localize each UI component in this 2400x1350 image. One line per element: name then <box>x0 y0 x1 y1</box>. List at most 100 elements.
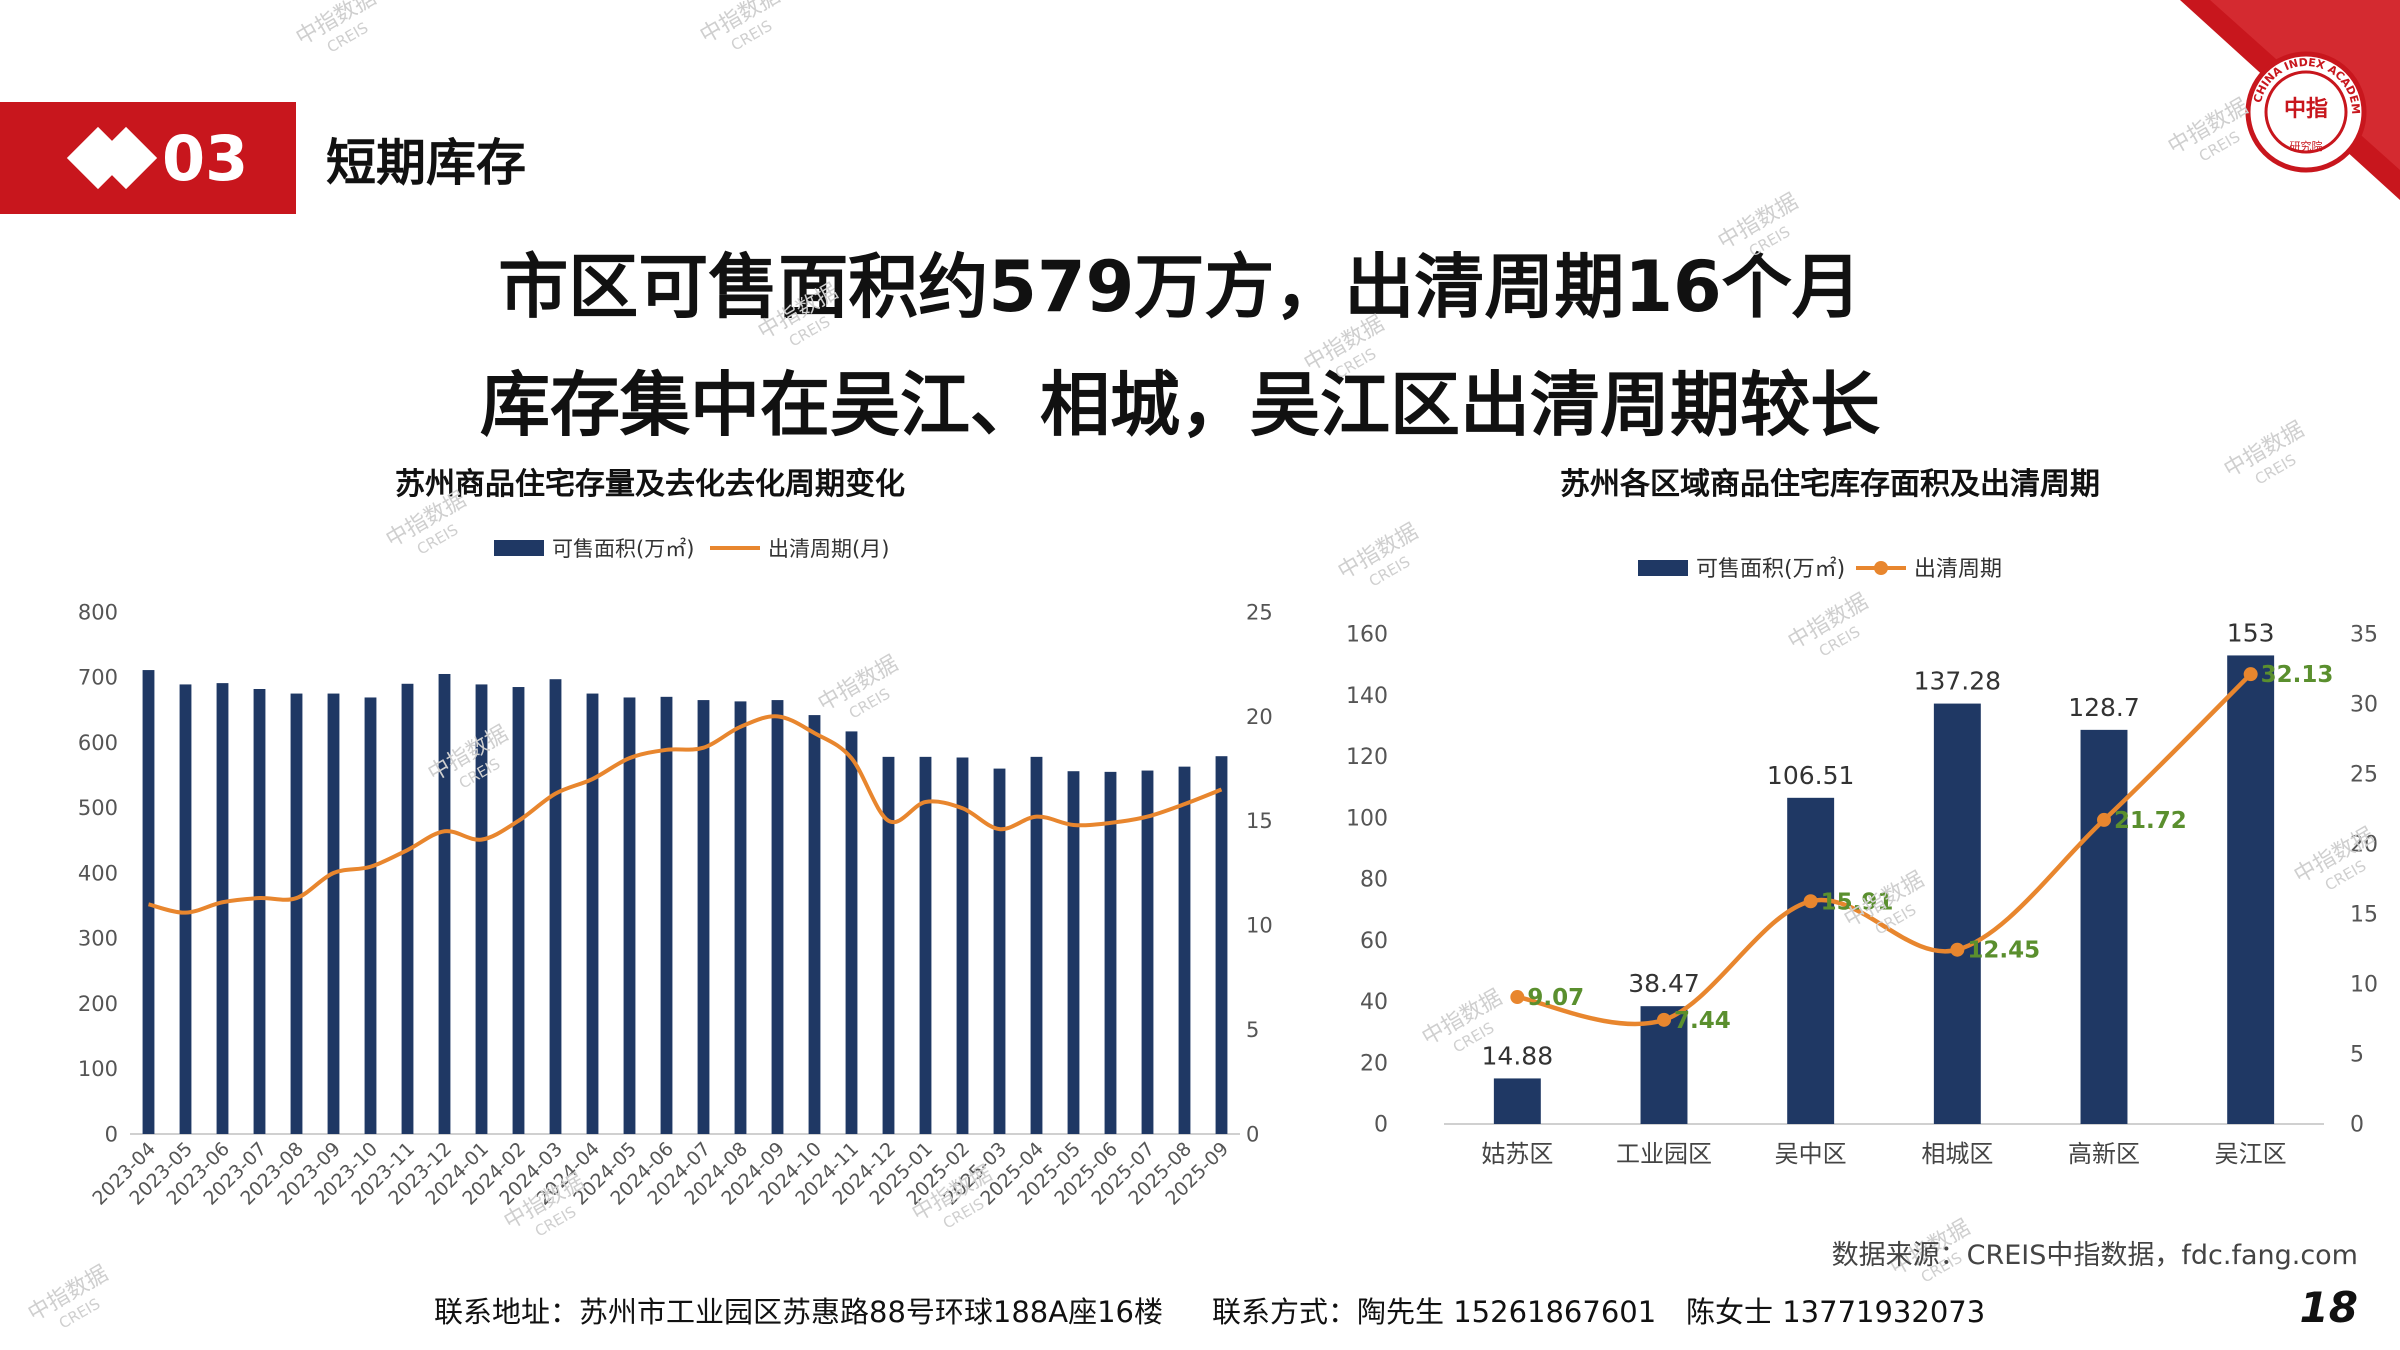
y-right-tick-label: 25 <box>1246 600 1273 624</box>
bar <box>1787 797 1835 1124</box>
y-right-tick-label: 10 <box>2350 973 2378 998</box>
headline-2: 库存集中在吴江、相城，吴江区出清周期较长 <box>480 364 1880 446</box>
line-data-label: 12.45 <box>1967 938 2040 964</box>
bar <box>142 670 155 1134</box>
y-right-tick-label: 35 <box>2350 623 2378 648</box>
y-left-tick-label: 700 <box>78 666 118 690</box>
bar <box>327 693 340 1134</box>
watermark: 中指数据 CREIS <box>291 0 381 57</box>
bar <box>623 697 636 1134</box>
data-source: 数据来源：CREIS中指数据，fdc.fang.com <box>1831 1240 2358 1271</box>
y-left-tick-label: 140 <box>1346 684 1388 709</box>
y-left-tick-label: 200 <box>78 992 118 1016</box>
bar <box>1178 766 1191 1134</box>
y-right-tick-label: 5 <box>1246 1018 1259 1042</box>
bar <box>771 700 784 1134</box>
y-left-tick-label: 100 <box>78 1057 118 1081</box>
bar <box>1067 771 1080 1134</box>
legend-marker <box>1874 561 1888 575</box>
bar <box>512 687 525 1134</box>
bar <box>845 731 858 1134</box>
y-right-tick-label: 0 <box>2350 1113 2364 1138</box>
bar <box>586 693 599 1134</box>
line-data-label: 32.13 <box>2261 662 2334 688</box>
y-left-tick-label: 40 <box>1360 990 1388 1015</box>
bar-data-label: 153 <box>2227 618 2275 647</box>
line-data-label: 15.91 <box>1821 889 1894 915</box>
logo-bottom-text: 研究院 <box>2290 139 2323 153</box>
bar <box>475 684 488 1134</box>
legend-label-bar: 可售面积(万㎡) <box>552 537 694 561</box>
bar <box>290 693 303 1134</box>
bar <box>438 673 451 1134</box>
legend-label-line: 出清周期 <box>1914 557 2002 582</box>
bar-data-label: 38.47 <box>1628 969 1700 998</box>
bar <box>1493 1078 1541 1124</box>
y-left-tick-label: 400 <box>78 861 118 885</box>
logo-center-text: 中指 <box>2284 97 2328 122</box>
left-chart-title: 苏州商品住宅存量及去化去化周期变化 <box>395 467 905 502</box>
y-left-tick-label: 600 <box>78 731 118 755</box>
bar <box>549 679 562 1134</box>
footer-address: 联系地址：苏州市工业园区苏惠路88号环球188A座16楼 <box>434 1295 1163 1329</box>
y-left-tick-label: 0 <box>105 1122 118 1146</box>
bar <box>364 697 377 1134</box>
x-tick-label: 姑苏区 <box>1481 1140 1553 1168</box>
bar-data-label: 128.7 <box>2068 693 2140 722</box>
line-marker <box>1950 942 1965 957</box>
bar <box>253 688 266 1134</box>
y-left-tick-label: 80 <box>1360 868 1388 893</box>
left-combo-chart: 010020030040050060070080005101520252023-… <box>78 537 1273 1210</box>
y-left-tick-label: 160 <box>1346 623 1388 648</box>
headline-1: 市区可售面积约579万方，出清周期16个月 <box>498 246 1862 328</box>
x-tick-label: 吴江区 <box>2215 1140 2287 1168</box>
line-marker <box>2097 812 2111 827</box>
y-right-tick-label: 30 <box>2350 693 2378 718</box>
bar <box>919 756 932 1134</box>
y-left-tick-label: 300 <box>78 927 118 951</box>
line-marker <box>1803 894 1818 909</box>
line-marker <box>1657 1012 1671 1027</box>
bar <box>808 715 821 1134</box>
y-left-tick-label: 120 <box>1346 745 1388 770</box>
page-number: 18 <box>2299 1283 2358 1332</box>
legend-swatch-bar <box>1638 560 1688 576</box>
watermark: 中指数据 CREIS <box>695 0 785 55</box>
legend-swatch-bar <box>494 540 544 556</box>
bar <box>2080 729 2128 1124</box>
bar <box>1933 703 1981 1124</box>
bar <box>1104 771 1117 1134</box>
y-left-tick-label: 20 <box>1360 1051 1388 1076</box>
bar <box>1030 756 1043 1134</box>
line-marker <box>1510 990 1525 1005</box>
bar <box>882 756 895 1134</box>
bar <box>697 700 710 1134</box>
bar <box>956 757 969 1134</box>
line-data-label: 21.72 <box>2114 808 2187 834</box>
bar-data-label: 137.28 <box>1914 667 2001 696</box>
bar-data-label: 106.51 <box>1767 761 1854 790</box>
x-tick-label: 吴中区 <box>1775 1140 1847 1168</box>
bar <box>1215 756 1228 1134</box>
section-title: 短期库存 <box>326 134 526 192</box>
x-tick-label: 工业园区 <box>1616 1140 1712 1168</box>
y-right-tick-label: 15 <box>1246 809 1273 833</box>
y-right-tick-label: 15 <box>2350 903 2378 928</box>
right-chart-title: 苏州各区域商品住宅库存面积及出清周期 <box>1560 467 2100 502</box>
line-marker <box>2243 667 2258 682</box>
y-left-tick-label: 60 <box>1360 929 1388 954</box>
legend-label-line: 出清周期(月) <box>768 537 889 561</box>
x-tick-label: 相城区 <box>1921 1140 1993 1168</box>
bar <box>2227 655 2275 1124</box>
line-data-label: 9.07 <box>1527 985 1584 1011</box>
y-right-tick-label: 25 <box>2350 763 2378 788</box>
y-left-tick-label: 500 <box>78 796 118 820</box>
bar <box>216 683 229 1134</box>
bar <box>1141 770 1154 1134</box>
footer-contact-2: 陈女士 13771932073 <box>1686 1295 1986 1329</box>
y-right-tick-label: 20 <box>2350 833 2378 858</box>
section-number: 03 <box>162 122 249 195</box>
line-data-label: 7.44 <box>1674 1008 1731 1034</box>
y-left-tick-label: 100 <box>1346 806 1388 831</box>
y-left-tick-label: 800 <box>78 600 118 624</box>
